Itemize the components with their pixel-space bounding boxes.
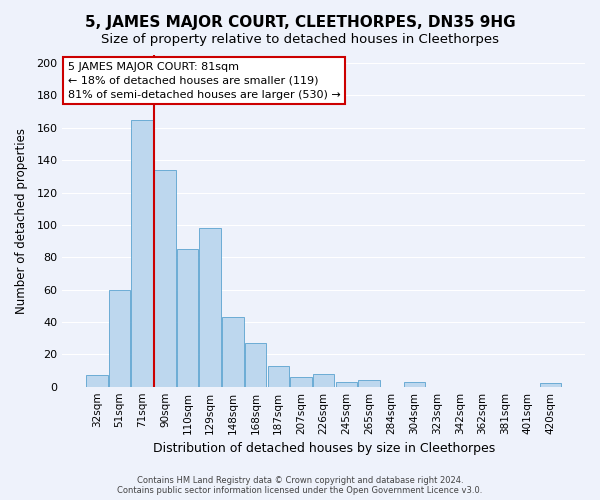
Bar: [131, 120, 153, 386]
Text: 5, JAMES MAJOR COURT, CLEETHORPES, DN35 9HG: 5, JAMES MAJOR COURT, CLEETHORPES, DN35 …: [85, 15, 515, 30]
Text: 5 JAMES MAJOR COURT: 81sqm
← 18% of detached houses are smaller (119)
81% of sem: 5 JAMES MAJOR COURT: 81sqm ← 18% of deta…: [68, 62, 340, 100]
Bar: [404, 382, 425, 386]
Text: Size of property relative to detached houses in Cleethorpes: Size of property relative to detached ho…: [101, 32, 499, 46]
Bar: [177, 249, 199, 386]
Bar: [313, 374, 334, 386]
Bar: [335, 382, 357, 386]
Y-axis label: Number of detached properties: Number of detached properties: [15, 128, 28, 314]
Bar: [358, 380, 380, 386]
Bar: [290, 377, 312, 386]
Bar: [154, 170, 176, 386]
Bar: [245, 343, 266, 386]
Bar: [222, 317, 244, 386]
Bar: [109, 290, 130, 386]
Bar: [268, 366, 289, 386]
Text: Contains HM Land Registry data © Crown copyright and database right 2024.
Contai: Contains HM Land Registry data © Crown c…: [118, 476, 482, 495]
Bar: [199, 228, 221, 386]
Bar: [86, 376, 107, 386]
X-axis label: Distribution of detached houses by size in Cleethorpes: Distribution of detached houses by size …: [152, 442, 495, 455]
Bar: [539, 384, 561, 386]
